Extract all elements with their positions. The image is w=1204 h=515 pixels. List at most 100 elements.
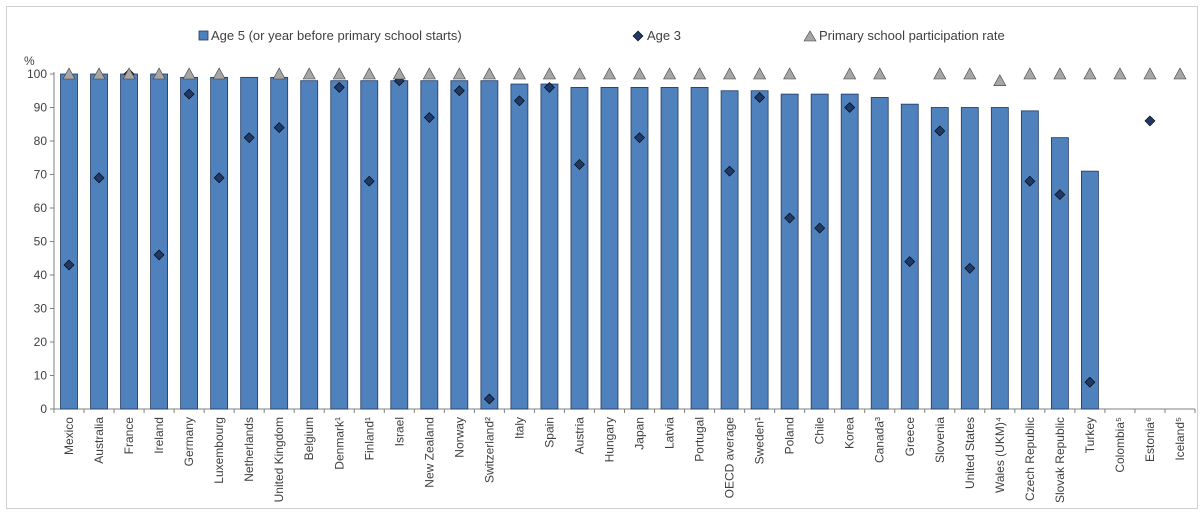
x-category-label: Iceland⁵	[1173, 417, 1187, 461]
x-category-label: Canada³	[873, 417, 887, 463]
x-category-label: Korea	[843, 417, 857, 449]
marker-primary	[182, 67, 196, 80]
marker-primary	[933, 67, 947, 80]
marker-primary	[122, 67, 136, 80]
legend: Age 5 (or year before primary school sta…	[198, 28, 1005, 43]
markers-primary	[62, 67, 1187, 86]
bar-age5	[1050, 137, 1069, 410]
x-category-label: Italy	[512, 417, 526, 439]
marker-age3	[904, 256, 916, 268]
x-category-label: France	[122, 417, 136, 455]
marker-primary	[152, 67, 166, 80]
marker-primary	[693, 67, 707, 80]
x-category-label: New Zealand	[422, 417, 436, 488]
x-category-label: Wales (UKM)⁴	[993, 417, 1007, 493]
marker-age3	[724, 165, 736, 177]
marker-age3	[333, 81, 345, 93]
y-tick-label: 90	[34, 101, 48, 115]
y-tick-label: 80	[34, 134, 48, 148]
legend-swatch-age5	[198, 30, 209, 41]
bar-age5	[150, 73, 168, 410]
bar-age5	[300, 80, 319, 410]
x-category-label: Ireland	[152, 417, 166, 454]
marker-age3	[483, 393, 495, 405]
bars-age5	[60, 73, 1099, 410]
marker-age3	[93, 172, 105, 184]
marker-age3	[63, 259, 75, 271]
x-category-label: Portugal	[693, 417, 707, 462]
bar-age5	[660, 87, 679, 410]
x-category-label: Israel	[392, 417, 406, 446]
x-category-label: OECD average	[723, 417, 737, 499]
x-category-label: Greece	[903, 417, 917, 457]
legend-triangle-icon	[803, 30, 817, 42]
x-category-label: United Kingdom	[272, 417, 286, 502]
marker-age3	[544, 81, 555, 93]
marker-age3	[844, 102, 856, 113]
y-tick-label: 70	[34, 168, 48, 182]
bar-age5	[810, 93, 829, 410]
bar-age5	[540, 83, 559, 410]
bar-age5	[330, 80, 349, 410]
bar-age5	[1020, 110, 1039, 410]
marker-primary	[963, 67, 977, 80]
x-category-label: Slovak Republic	[1053, 417, 1067, 503]
x-category-label: Germany	[182, 417, 196, 466]
marker-age3	[1024, 175, 1036, 187]
marker-primary	[512, 67, 526, 80]
marker-primary	[62, 67, 76, 80]
legend-label-primary: Primary school participation rate	[819, 28, 1005, 43]
bar-age5	[120, 73, 138, 410]
x-category-label: Estonia⁶	[1143, 417, 1157, 462]
x-category-label: Sweden¹	[753, 417, 767, 464]
marker-age3	[513, 95, 525, 107]
bar-age5	[630, 87, 649, 410]
chart-frame: Age 5 (or year before primary school sta…	[6, 6, 1198, 509]
bar-age5	[90, 73, 108, 410]
marker-primary	[1023, 67, 1037, 80]
bar-age5	[480, 80, 499, 410]
y-axis-unit-label: %	[24, 54, 35, 68]
marker-age3	[273, 122, 285, 134]
bar-age5	[690, 87, 709, 410]
x-category-label: Switzerland²	[482, 417, 496, 483]
bar-age5	[1081, 170, 1099, 410]
marker-age3	[1084, 376, 1096, 388]
bar-age5	[240, 76, 259, 410]
bar-age5	[60, 73, 78, 410]
marker-primary	[993, 74, 1007, 86]
x-category-label: Japan	[633, 417, 647, 450]
marker-primary	[783, 67, 797, 80]
bar-age5	[930, 107, 949, 410]
bar-age5	[960, 107, 979, 410]
bar-age5	[720, 90, 739, 410]
marker-primary	[302, 67, 316, 80]
x-category-label: Spain	[542, 417, 556, 448]
y-tick-label: 30	[34, 302, 48, 316]
bar-age5	[570, 87, 589, 410]
marker-age3	[934, 125, 946, 137]
x-category-label: Belgium	[302, 417, 316, 460]
bar-age5	[180, 76, 199, 410]
marker-primary	[362, 67, 376, 80]
x-category-label: Latvia	[663, 417, 677, 449]
marker-primary	[272, 67, 286, 80]
marker-primary	[212, 67, 226, 80]
y-tick-label: 10	[34, 369, 48, 383]
bar-age5	[510, 83, 529, 410]
y-tick-label: 40	[34, 268, 48, 282]
x-category-label: Netherlands	[242, 417, 256, 482]
bar-age5	[600, 87, 619, 410]
x-category-label: Colombia⁵	[1113, 417, 1127, 473]
marker-age3	[1054, 189, 1066, 201]
marker-age3	[754, 92, 766, 103]
bar-age5	[420, 80, 439, 410]
marker-primary	[663, 67, 677, 80]
bar-age5	[990, 107, 1009, 410]
legend-diamond-icon	[632, 30, 644, 42]
marker-age3	[453, 85, 465, 97]
marker-age3	[814, 222, 826, 234]
x-category-label: Slovenia	[933, 417, 947, 463]
marker-primary	[873, 67, 887, 80]
marker-primary	[1143, 67, 1157, 80]
